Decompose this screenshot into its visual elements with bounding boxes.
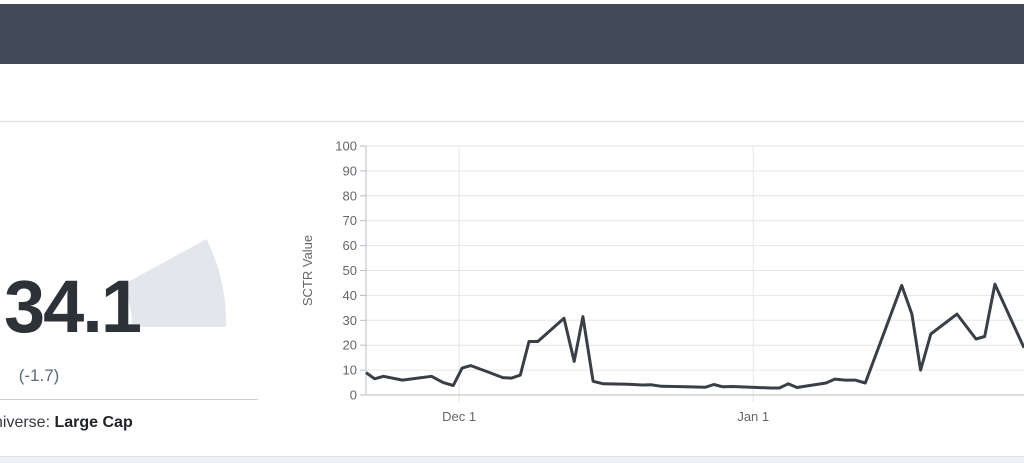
- y-tick-label: 90: [343, 163, 357, 178]
- y-tick-label: 10: [343, 363, 357, 378]
- y-tick-label: 100: [335, 139, 357, 154]
- y-tick-label: 80: [343, 188, 357, 203]
- sctr-gauge: [122, 239, 227, 327]
- y-tick-label: 20: [343, 338, 357, 353]
- score-change: (-1.7): [18, 366, 60, 385]
- vertical-gridlines: [458, 146, 754, 402]
- bottom-strip: [0, 456, 1024, 463]
- top-navigation-bar: [0, 4, 1024, 64]
- y-tick-label: 0: [350, 388, 357, 403]
- universe-label: niverse:: [0, 414, 51, 431]
- y-tick-label: 70: [343, 213, 357, 228]
- sctr-score: 34.1: [3, 265, 142, 348]
- y-tick-label: 30: [343, 313, 357, 328]
- y-tick-label: 60: [343, 238, 357, 253]
- sctr-series-line: [365, 282, 1024, 390]
- x-axis-ticks: Dec 1 Jan 1: [442, 409, 769, 424]
- x-tick-label: Dec 1: [442, 409, 476, 424]
- y-axis-ticks: 0 10 20 30 40 50 60 70 80 90 100: [335, 139, 366, 403]
- section-divider: [0, 121, 1024, 122]
- y-tick-label: 50: [343, 263, 357, 278]
- gauge-track: [122, 239, 227, 327]
- sctr-line-chart: 0 10 20 30 40 50 60 70 80 90 100 Dec 1 Jan 1 SCTR V…: [300, 139, 1024, 424]
- universe-info: niverse: Large Cap: [0, 414, 133, 432]
- y-tick-label: 40: [343, 288, 357, 303]
- gauge-divider: [0, 399, 258, 400]
- y-axis-label: SCTR Value: [300, 235, 315, 306]
- universe-value: Large Cap: [54, 414, 133, 431]
- x-tick-label: Jan 1: [737, 409, 769, 424]
